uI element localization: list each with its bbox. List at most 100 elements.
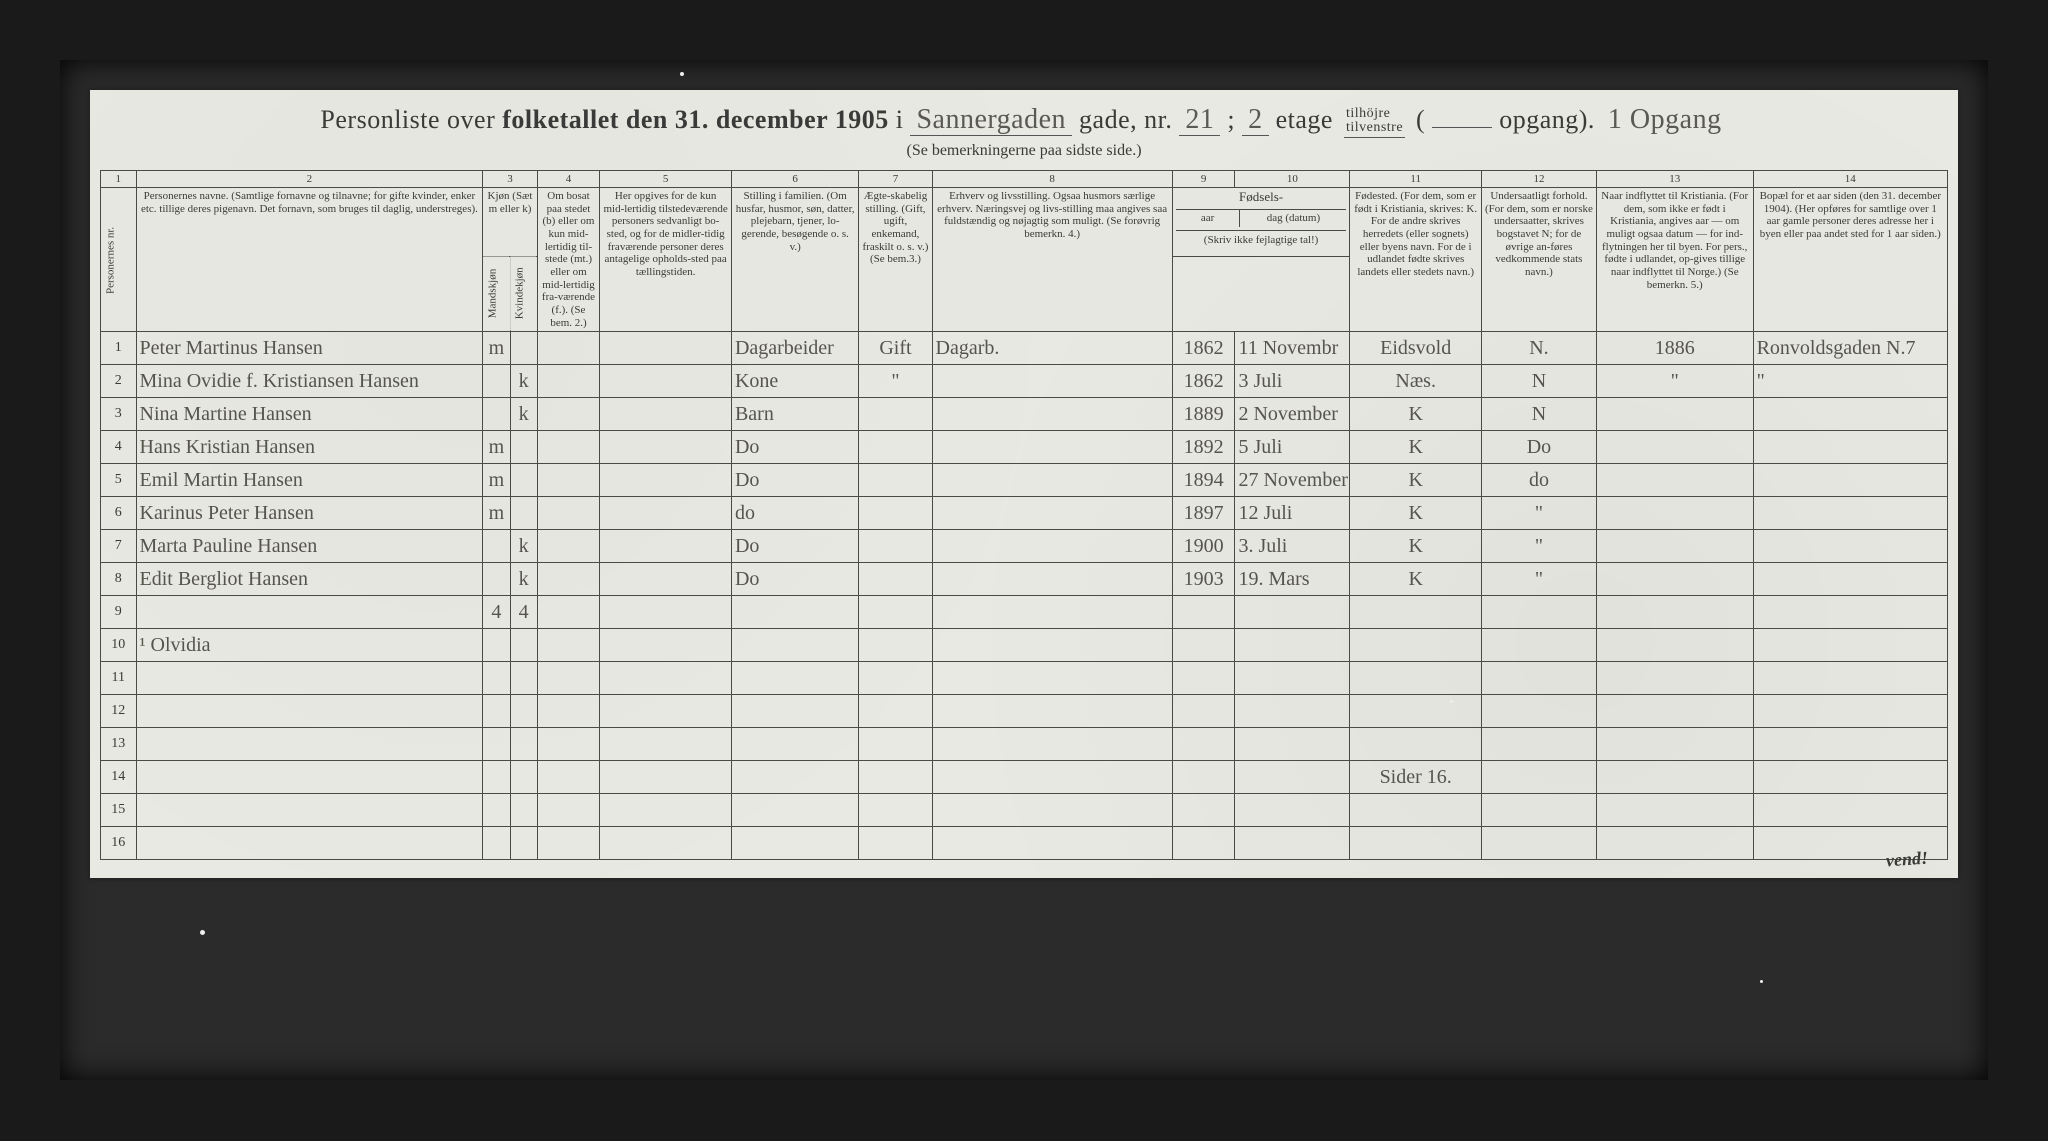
cell-erhverv: Dagarb. xyxy=(932,332,1172,365)
header-row: Personernes nr. Personernes navne. (Samt… xyxy=(101,188,1948,257)
cell-k: k xyxy=(510,365,537,398)
cell-k xyxy=(510,728,537,761)
title-opgang: opgang). xyxy=(1499,105,1602,134)
cell-indflyt xyxy=(1596,497,1753,530)
cell-familie xyxy=(731,662,858,695)
hdr-aar: aar xyxy=(1176,210,1241,227)
cell-erhverv xyxy=(932,695,1172,728)
cell-aar xyxy=(1172,596,1235,629)
cell-undersaat: do xyxy=(1481,464,1596,497)
column-number: 10 xyxy=(1235,170,1350,188)
cell-oppgives xyxy=(600,332,732,365)
cell-fodested xyxy=(1350,695,1482,728)
cell-name: Emil Martin Hansen xyxy=(136,464,483,497)
cell-name: ¹ Olvidia xyxy=(136,629,483,662)
cell-bopael xyxy=(1753,662,1947,695)
cell-bosat xyxy=(537,431,600,464)
cell-erhverv xyxy=(932,761,1172,794)
cell-bosat xyxy=(537,497,600,530)
cell-m: 4 xyxy=(483,596,510,629)
tilhojre-tilvenstre: tilhöjre tilvenstre xyxy=(1344,107,1405,138)
table-row: 6Karinus Peter Hansenmdo189712 JuliK" xyxy=(101,497,1948,530)
table-row: 16 xyxy=(101,827,1948,860)
cell-familie: Do xyxy=(731,464,858,497)
cell-m: m xyxy=(483,497,510,530)
hdr-kvindekjon: Kvindekjøn xyxy=(510,256,537,331)
cell-bosat xyxy=(537,761,600,794)
table-row: 14Sider 16. xyxy=(101,761,1948,794)
row-number: 8 xyxy=(101,563,137,596)
cell-k xyxy=(510,827,537,860)
cell-name xyxy=(136,794,483,827)
cell-aar: 1900 xyxy=(1172,530,1235,563)
title-gade: gade, nr. xyxy=(1079,105,1179,134)
cell-aar: 1862 xyxy=(1172,365,1235,398)
cell-oppgives xyxy=(600,827,732,860)
cell-aar xyxy=(1172,761,1235,794)
cell-fodested xyxy=(1350,629,1482,662)
hdr-bosat: Om bosat paa stedet (b) eller om kun mid… xyxy=(537,188,600,332)
cell-fodested: Eidsvold xyxy=(1350,332,1482,365)
row-number: 16 xyxy=(101,827,137,860)
cell-k: 4 xyxy=(510,596,537,629)
cell-k xyxy=(510,497,537,530)
cell-bopael xyxy=(1753,464,1947,497)
cell-oppgives xyxy=(600,431,732,464)
cell-dag: 11 Novembr xyxy=(1235,332,1350,365)
table-row: 1Peter Martinus HansenmDagarbeiderGiftDa… xyxy=(101,332,1948,365)
cell-name xyxy=(136,695,483,728)
cell-aegteskab: " xyxy=(859,365,932,398)
cell-undersaat xyxy=(1481,761,1596,794)
row-number: 14 xyxy=(101,761,137,794)
hdr-aegteskab: Ægte-skabelig stilling. (Gift, ugift, en… xyxy=(859,188,932,332)
cell-k xyxy=(510,332,537,365)
cell-m xyxy=(483,794,510,827)
column-number: 4 xyxy=(537,170,600,188)
hdr-erhverv: Erhverv og livsstilling. Ogsaa husmors s… xyxy=(932,188,1172,332)
cell-bosat xyxy=(537,398,600,431)
cell-dag: 12 Juli xyxy=(1235,497,1350,530)
cell-aar xyxy=(1172,695,1235,728)
table-row: 8Edit Bergliot HansenkDo190319. MarsK" xyxy=(101,563,1948,596)
cell-dag: 5 Juli xyxy=(1235,431,1350,464)
dust-speck xyxy=(200,930,205,935)
cell-aegteskab xyxy=(859,464,932,497)
row-number: 1 xyxy=(101,332,137,365)
cell-aar: 1897 xyxy=(1172,497,1235,530)
hdr-stilling-fam: Stilling i familien. (Om husfar, husmor,… xyxy=(731,188,858,332)
hdr-navne: Personernes navne. (Samtlige fornavne og… xyxy=(136,188,483,332)
cell-bopael xyxy=(1753,695,1947,728)
cell-erhverv xyxy=(932,794,1172,827)
cell-undersaat: " xyxy=(1481,530,1596,563)
cell-aegteskab xyxy=(859,596,932,629)
cell-erhverv xyxy=(932,728,1172,761)
cell-aar xyxy=(1172,662,1235,695)
row-number: 3 xyxy=(101,398,137,431)
row-number: 2 xyxy=(101,365,137,398)
cell-bosat xyxy=(537,728,600,761)
cell-aar xyxy=(1172,827,1235,860)
cell-bosat xyxy=(537,695,600,728)
cell-undersaat xyxy=(1481,695,1596,728)
cell-m: m xyxy=(483,431,510,464)
title-etage: etage xyxy=(1276,105,1340,134)
column-number: 7 xyxy=(859,170,932,188)
cell-bopael: Ronvoldsgaden N.7 xyxy=(1753,332,1947,365)
cell-m xyxy=(483,563,510,596)
cell-undersaat: " xyxy=(1481,563,1596,596)
cell-dag: 2 November xyxy=(1235,398,1350,431)
hdr-person-nr: Personernes nr. xyxy=(101,188,137,332)
cell-name: Nina Martine Hansen xyxy=(136,398,483,431)
cell-dag xyxy=(1235,662,1350,695)
table-row: 13 xyxy=(101,728,1948,761)
cell-familie: Barn xyxy=(731,398,858,431)
cell-aar: 1894 xyxy=(1172,464,1235,497)
column-number: 11 xyxy=(1350,170,1482,188)
cell-name: Karinus Peter Hansen xyxy=(136,497,483,530)
cell-m xyxy=(483,398,510,431)
tilhojre: tilhöjre xyxy=(1346,106,1390,121)
cell-bopael xyxy=(1753,794,1947,827)
hdr-bopael: Bopæl for et aar siden (den 31. december… xyxy=(1753,188,1947,332)
cell-name xyxy=(136,761,483,794)
row-number: 5 xyxy=(101,464,137,497)
